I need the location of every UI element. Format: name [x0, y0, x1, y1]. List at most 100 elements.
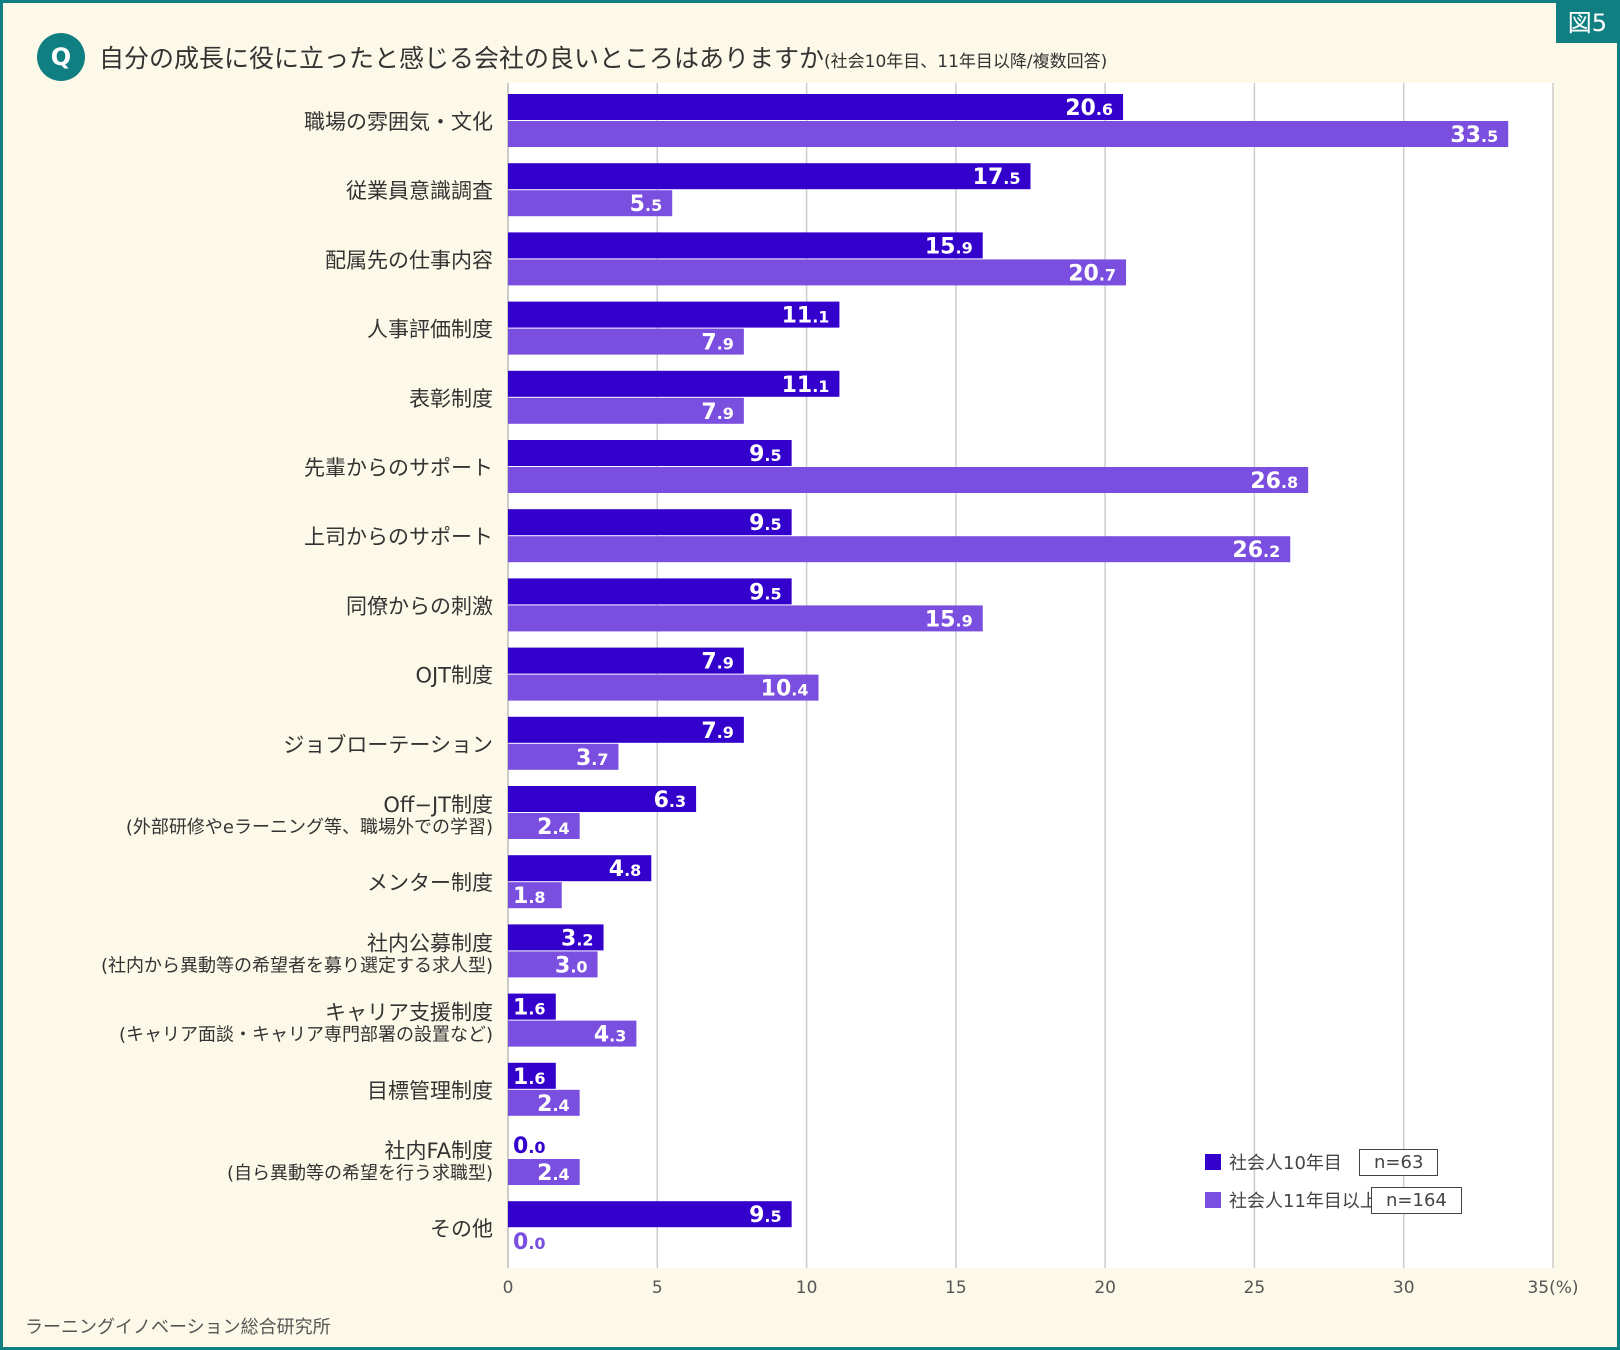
- x-tick-label: 30: [1393, 1278, 1415, 1298]
- data-label: 4.8: [609, 857, 642, 882]
- bar: [508, 578, 792, 605]
- bar: [508, 509, 792, 536]
- data-label: 6.3: [654, 788, 687, 813]
- data-label: 3.0: [555, 953, 588, 978]
- figure-tag: 図5: [1555, 3, 1617, 43]
- data-label: 26.2: [1232, 538, 1280, 563]
- data-label: 20.7: [1068, 261, 1116, 286]
- bar: [508, 440, 792, 466]
- category-label: 上司からのサポート: [304, 525, 493, 549]
- category-label: 目標管理制度: [367, 1079, 493, 1103]
- category-label: 社内FA制度: [384, 1139, 493, 1163]
- bar: [508, 882, 562, 909]
- data-label: 1.8: [513, 884, 546, 909]
- chart-title: 自分の成長に役に立ったと感じる会社の良いところはありますか(社会10年目、11年…: [99, 39, 1107, 75]
- data-label: 3.7: [576, 746, 609, 771]
- x-tick-label: 20: [1094, 1278, 1116, 1298]
- category-label: 従業員意識調査: [346, 179, 493, 203]
- data-label: 7.9: [701, 650, 734, 675]
- category-label: OJT制度: [415, 664, 493, 688]
- category-label: 表彰制度: [409, 387, 493, 411]
- data-label: 2.4: [537, 815, 570, 840]
- bar: [508, 674, 819, 701]
- data-label: 20.6: [1065, 96, 1113, 121]
- data-label: 7.9: [701, 400, 734, 425]
- category-label: 人事評価制度: [367, 318, 493, 342]
- x-tick-label: 0: [503, 1278, 514, 1298]
- bar: [508, 397, 744, 424]
- category-label: ジョブローテーション: [283, 733, 493, 757]
- legend-label: 社会人10年目: [1229, 1153, 1342, 1174]
- chart-title-sub: (社会10年目、11年目以降/複数回答): [824, 52, 1108, 72]
- category-label: 配属先の仕事内容: [325, 248, 493, 272]
- category-label: 社内公募制度: [367, 931, 493, 955]
- legend-sample-size: n=63: [1359, 1148, 1439, 1176]
- bar: [508, 467, 1309, 493]
- x-tick-label: 10: [796, 1278, 818, 1298]
- legend-label: 社会人11年目以上: [1229, 1191, 1378, 1212]
- category-label: その他: [430, 1217, 493, 1241]
- x-tick-label: 25: [1244, 1278, 1266, 1298]
- bar: [508, 301, 840, 328]
- data-label: 15.9: [925, 607, 973, 632]
- x-tick-label: 35(%): [1527, 1278, 1578, 1298]
- bar: [508, 993, 556, 1020]
- bar: [508, 786, 697, 812]
- data-label: 9.5: [749, 580, 782, 605]
- legend-item-10th-year: 社会人10年目 n=63: [1205, 1143, 1462, 1181]
- data-label: 0.0: [513, 1230, 546, 1255]
- bar: [508, 1159, 580, 1185]
- data-label: 9.5: [749, 1203, 782, 1228]
- bar: [508, 605, 983, 632]
- question-badge: Q: [37, 33, 85, 81]
- source-credit: ラーニングイノベーション総合研究所: [25, 1317, 331, 1338]
- bar: [508, 924, 604, 951]
- data-label: 2.4: [537, 1161, 570, 1186]
- category-sublabel: (自ら異動等の希望を行う求職型): [227, 1163, 493, 1184]
- legend-swatch-series2: [1205, 1192, 1221, 1208]
- data-label: 4.3: [594, 1023, 627, 1048]
- bar: [508, 1020, 637, 1047]
- category-label: 同僚からの刺激: [346, 594, 493, 618]
- category-label: キャリア支援制度: [325, 1001, 493, 1025]
- bar: [508, 232, 983, 259]
- bar: [508, 259, 1127, 286]
- bar: [508, 121, 1509, 147]
- category-sublabel: (外部研修やeラーニング等、職場外での学習): [126, 817, 493, 838]
- bar: [508, 94, 1124, 120]
- bar: [508, 813, 580, 839]
- data-label: 1.6: [513, 996, 546, 1021]
- category-sublabel: (社内から異動等の希望者を募り選定する求人型): [101, 955, 493, 976]
- data-label: 7.9: [701, 331, 734, 356]
- data-label: 9.5: [749, 442, 782, 467]
- bar: [508, 328, 744, 355]
- bar: [508, 163, 1031, 190]
- bar: [508, 190, 673, 217]
- data-label: 10.4: [761, 677, 809, 702]
- data-label: 9.5: [749, 511, 782, 536]
- bar: [508, 716, 744, 743]
- data-label: 5.5: [630, 192, 663, 217]
- category-label: 先輩からのサポート: [304, 456, 493, 480]
- data-label: 26.8: [1250, 469, 1298, 494]
- data-label: 11.1: [782, 304, 830, 329]
- data-label: 2.4: [537, 1092, 570, 1117]
- x-tick-label: 5: [652, 1278, 663, 1298]
- bar: [508, 855, 652, 882]
- bar: [508, 1201, 792, 1228]
- chart-title-main: 自分の成長に役に立ったと感じる会社の良いところはありますか: [99, 44, 825, 73]
- data-label: 33.5: [1450, 123, 1498, 148]
- data-label: 15.9: [925, 234, 973, 259]
- legend-swatch-series1: [1205, 1154, 1221, 1170]
- data-label: 11.1: [782, 373, 830, 398]
- bar: [508, 743, 619, 770]
- data-label: 7.9: [701, 719, 734, 744]
- data-label: 1.6: [513, 1065, 546, 1090]
- bar-chart: 0 5 10 15 20 25 30 35(%) 20.6 33.5 職場の雰囲気・文化 17.5 5.…: [101, 83, 1579, 1298]
- legend-item-11th-year-plus: 社会人11年目以上 n=164: [1205, 1181, 1462, 1219]
- category-label: 職場の雰囲気・文化: [304, 110, 493, 134]
- data-label: 0.0: [513, 1134, 546, 1159]
- category-label: メンター制度: [367, 871, 493, 895]
- bar: [508, 647, 744, 674]
